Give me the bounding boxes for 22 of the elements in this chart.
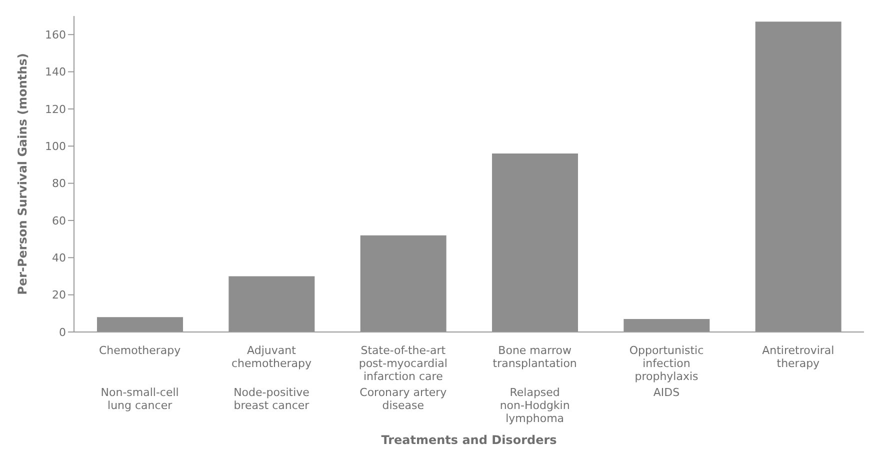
x-tick-label: State-of-the-art post-myocardial infarction care xyxy=(358,344,448,383)
x-tick-label: Antiretroviral therapy xyxy=(762,344,834,370)
y-axis-title: Per-Person Survival Gains (months) xyxy=(15,53,30,295)
y-tick-label: 120 xyxy=(45,102,66,116)
text: Non-small-cell lung cancer xyxy=(100,386,179,412)
x-tick-label: Opportunistic infection prophylaxis xyxy=(629,344,704,383)
x-tick-label: Adjuvant chemotherapy xyxy=(231,344,312,370)
x-axis-title: Treatments and Disorders xyxy=(381,433,557,447)
y-tick-label: 140 xyxy=(45,66,66,79)
text: AIDS xyxy=(653,386,680,399)
y-tick-label: 20 xyxy=(52,288,66,302)
y-tick-label: 80 xyxy=(52,177,66,190)
y-tick-label: 0 xyxy=(59,326,66,339)
x-tick-label: Chemotherapy xyxy=(98,344,182,357)
x-tick-label: Bone marrow transplantation xyxy=(492,344,577,370)
text: Relapsed non-Hodgkin lymphoma xyxy=(500,386,570,425)
text: Coronary artery disease xyxy=(360,386,448,412)
y-tick-label: 40 xyxy=(52,252,66,265)
y-tick-label: 100 xyxy=(45,140,66,154)
y-tick-label: 60 xyxy=(52,214,66,228)
y-tick-label: 160 xyxy=(45,28,66,42)
text: Node-positive breast cancer xyxy=(234,386,310,412)
